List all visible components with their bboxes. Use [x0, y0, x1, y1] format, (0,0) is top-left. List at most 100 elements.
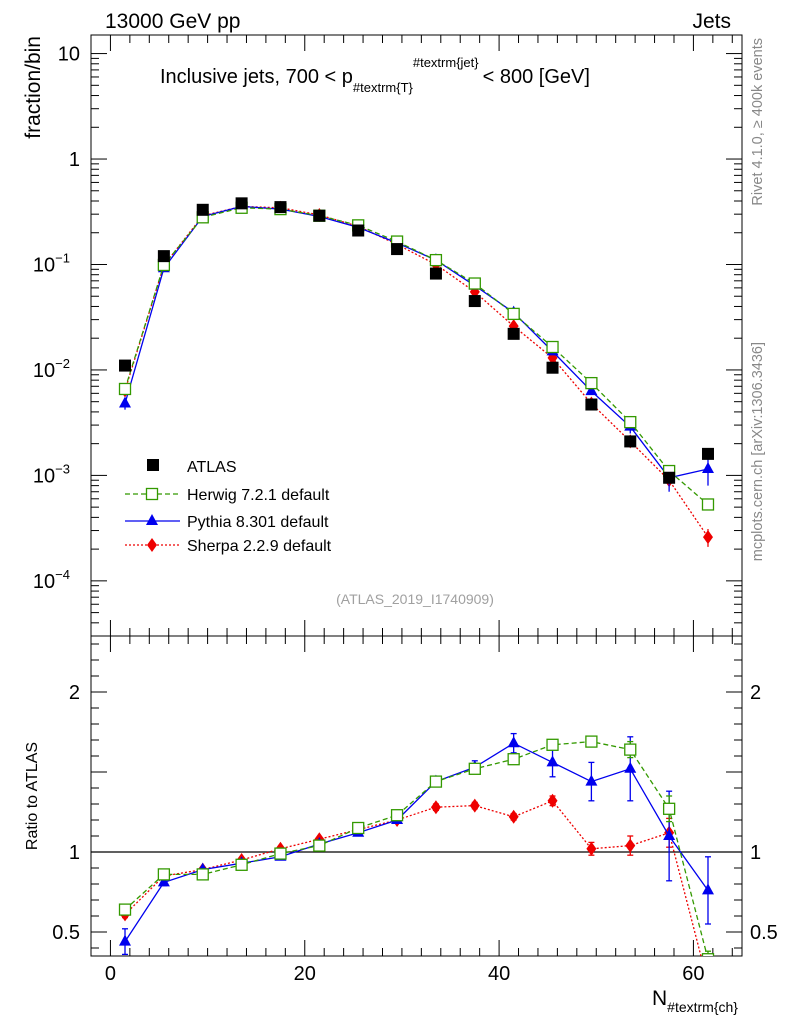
series-pythia-point: [585, 384, 598, 396]
series-herwig-point: [546, 340, 559, 354]
series-atlas-point: [701, 447, 714, 460]
main-y-tick-label: 10: [58, 44, 80, 66]
ratio-y-tick-label-right: 0.5: [750, 922, 778, 944]
plot-title: Inclusive jets, 700 < p#textrm{T} #textrm…: [160, 55, 590, 95]
ratio-series-sherpa: [120, 793, 702, 956]
legend-herwig: Herwig 7.2.1 default: [125, 487, 330, 504]
x-tick-label: 40: [488, 963, 510, 985]
main-y-tick-label: 10−4: [33, 567, 70, 593]
rivet-label: Rivet 4.1.0, ≥ 400k events: [750, 38, 766, 206]
x-tick-label: 20: [294, 963, 316, 985]
ratio-series-herwig-point: [390, 809, 404, 822]
series-atlas-point: [313, 209, 326, 222]
main-y-tick-label-exp: −3: [55, 461, 70, 476]
ratio-y-axis-label: Ratio to ATLAS: [24, 742, 41, 850]
ratio-series-sherpa-point: [586, 841, 597, 856]
ratio-y-tick-label: 2: [69, 682, 80, 704]
series-atlas-point: [624, 435, 637, 448]
series-atlas-point: [274, 201, 287, 214]
ratio-series-herwig-point: [274, 847, 287, 860]
series-pythia-point: [119, 396, 132, 408]
series-atlas-point: [196, 203, 209, 216]
ratio-series-pythia-point: [701, 883, 714, 895]
series-pythia-line: [124, 205, 709, 479]
main-y-tick-label-base: 10: [33, 571, 55, 593]
series-atlas-point: [429, 267, 442, 280]
series-herwig-point: [468, 277, 481, 290]
legend-pythia: Pythia 8.301 default: [125, 514, 329, 531]
ratio-series-pythia-point: [585, 774, 598, 786]
ratio-series-herwig-point: [118, 903, 132, 916]
series-pythia-point: [701, 461, 714, 473]
series-atlas-point: [352, 224, 365, 237]
x-axis-label-main: N: [652, 987, 667, 1010]
legend-atlas-marker: [147, 459, 159, 471]
ratio-frame: [90, 635, 743, 957]
legend-atlas: ATLAS: [147, 459, 237, 476]
ratio-series-sherpa-point: [625, 838, 636, 853]
ratio-series-pythia-point: [624, 761, 637, 773]
series-herwig-point: [429, 253, 443, 267]
series-herwig-point: [507, 307, 520, 321]
title-sub: #textrm{T}: [353, 80, 414, 95]
ratio-series-herwig-point: [585, 735, 598, 748]
series-herwig-point: [624, 415, 637, 429]
series-atlas-point: [391, 243, 404, 256]
ratio-series-herwig-point: [624, 743, 637, 756]
legend-herwig-marker: [145, 487, 159, 501]
ratio-series-sherpa-point: [430, 800, 441, 815]
ratio-series-pythia-point: [157, 875, 170, 887]
main-y-tick-label-base: 10: [58, 44, 80, 66]
legend: ATLAS Herwig 7.2.1 default Pythia 8.301 …: [125, 459, 332, 555]
series-herwig-point: [701, 498, 715, 511]
main-y-tick-label-base: 10: [33, 465, 55, 487]
main-y-tick-label: 10−3: [33, 461, 70, 487]
series-atlas-point: [663, 471, 676, 484]
main-y-tick-label-exp: −4: [55, 567, 70, 582]
ratio-series-herwig-point: [313, 839, 326, 852]
main-y-tick-label: 10−1: [33, 250, 70, 276]
ratio-y-tick-label-right: 2: [750, 682, 761, 704]
series-atlas-point: [546, 361, 559, 374]
main-ticks: [91, 35, 742, 637]
main-y-tick-label-base: 10: [33, 254, 55, 276]
mcplots-label: mcplots.cern.ch [arXiv:1306.3436]: [750, 342, 766, 561]
ratio-series-herwig-point: [352, 821, 365, 835]
series-atlas-point: [468, 295, 481, 308]
series-atlas-point: [585, 398, 598, 411]
main-series: [118, 197, 715, 547]
energy-label: 13000 GeV pp: [105, 10, 240, 33]
legend-sherpa-label: Sherpa 2.2.9 default: [187, 538, 332, 555]
x-tick-label: 60: [682, 963, 704, 985]
series-pythia: [119, 199, 714, 492]
series-herwig-line: [124, 207, 709, 505]
ratio-series-herwig-point: [507, 753, 520, 766]
main-y-tick-label-base: 10: [33, 360, 55, 382]
series-atlas-point: [507, 327, 520, 340]
ratio-series-sherpa-point: [469, 798, 480, 813]
ratio-panel: 2 2 1 1 0.5 0.5 0 20 40 60 Ratio to ATLAS N#textr…: [24, 635, 778, 1015]
ratio-series-herwig: [118, 735, 715, 956]
series-sherpa-point: [702, 530, 713, 545]
ratio-tick-labels: 2 2 1 1 0.5 0.5 0 20 40 60: [52, 682, 778, 985]
ratio-ticks: [91, 636, 742, 956]
ratio-series-pythia-point: [663, 829, 676, 840]
ratio-series-sherpa-point: [547, 793, 558, 808]
series-atlas-point: [157, 250, 170, 263]
legend-pythia-label: Pythia 8.301 default: [187, 514, 329, 531]
legend-sherpa-marker: [147, 538, 157, 552]
main-y-tick-label-exp: −2: [55, 356, 70, 371]
ratio-series-herwig-point: [468, 762, 481, 775]
ratio-y-tick-label: 0.5: [52, 922, 80, 944]
ratio-series-sherpa-point: [508, 809, 519, 824]
ratio-series-herwig-point: [157, 868, 171, 881]
ratio-series: [118, 732, 715, 956]
legend-atlas-label: ATLAS: [187, 459, 237, 476]
series-atlas-point: [235, 197, 248, 210]
series-atlas-point: [119, 359, 132, 372]
ratio-series-herwig-point: [196, 868, 209, 881]
main-y-axis-label: fraction/bin: [22, 36, 45, 139]
main-y-tick-label-base: 1: [69, 149, 80, 171]
